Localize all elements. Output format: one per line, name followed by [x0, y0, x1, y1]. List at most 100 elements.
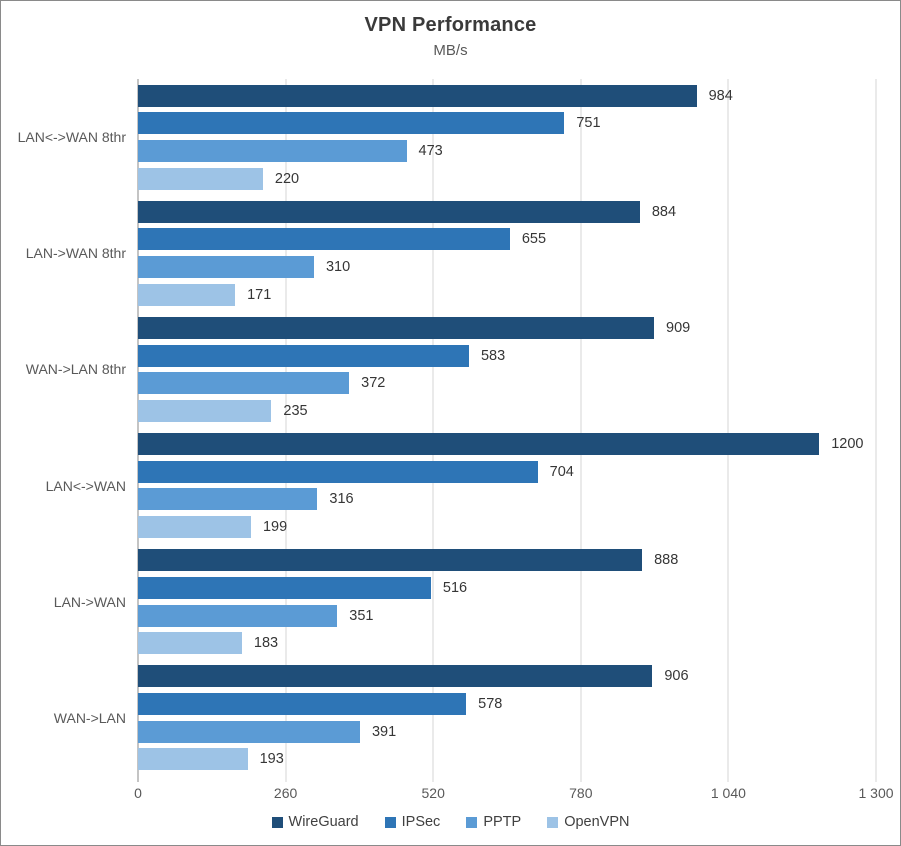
bar-wireguard: [138, 665, 653, 688]
legend-label: OpenVPN: [564, 814, 630, 830]
bar-row: 884: [138, 200, 876, 223]
legend-item-wireguard: WireGuard: [271, 814, 359, 830]
bar-row: 655: [138, 228, 876, 251]
bar-value-label: 751: [576, 115, 601, 132]
bar-row: 583: [138, 344, 876, 367]
bar-openvpn: [138, 283, 236, 306]
bar-group: 909 583 372 235: [138, 311, 876, 427]
x-tick-label: 1 300: [858, 785, 894, 801]
gridline: [580, 79, 582, 782]
bar-value-label: 473: [418, 142, 443, 159]
bar-row: 193: [138, 748, 876, 771]
bar-row: 171: [138, 283, 876, 306]
bar-value-label: 391: [371, 723, 397, 740]
bar-pptp: [138, 488, 318, 511]
value-axis: 0 260 520 780 1 040 1 300: [134, 785, 893, 803]
bar-openvpn: [138, 632, 242, 655]
plot-area: 984 751 473 220 884 655 310 171 909 583 372 235 1200…: [137, 79, 877, 782]
bar-openvpn: [138, 167, 263, 190]
bar-pptp: [138, 139, 407, 162]
gridline: [875, 79, 877, 782]
bar-value-label: 199: [262, 519, 288, 536]
y-axis-line: [137, 79, 139, 782]
gridline: [727, 79, 729, 782]
category-label: LAN->WAN: [53, 593, 126, 610]
bar-row: 1200: [138, 433, 876, 456]
bar-ipsec: [138, 460, 538, 483]
legend-swatch-icon: [547, 816, 559, 828]
bar-value-label: 220: [274, 170, 300, 187]
bar-row: 199: [138, 516, 876, 539]
legend-swatch-icon: [384, 816, 396, 828]
bar-groups: 984 751 473 220 884 655 310 171 909 583 372 235 1200…: [138, 79, 876, 776]
bar-value-label: 909: [666, 319, 691, 336]
chart-title: VPN Performance: [364, 14, 537, 36]
legend-label: WireGuard: [288, 814, 359, 830]
bar-pptp: [138, 604, 338, 627]
legend-item-openvpn: OpenVPN: [547, 814, 629, 830]
bar-row: 909: [138, 316, 876, 339]
category-label: LAN->WAN 8thr: [25, 245, 126, 262]
bar-ipsec: [138, 112, 565, 135]
x-tick-label: 0: [134, 785, 142, 801]
bar-value-label: 351: [349, 607, 374, 624]
bar-row: 183: [138, 632, 876, 655]
legend-item-pptp: PPTP: [466, 814, 521, 830]
bar-value-label: 171: [247, 286, 272, 303]
bar-value-label: 884: [651, 203, 677, 220]
bar-wireguard: [138, 316, 655, 339]
bar-row: 578: [138, 693, 876, 716]
bar-value-label: 516: [442, 579, 468, 596]
bar-group: 1200 704 316 199: [138, 428, 876, 544]
bar-wireguard: [138, 84, 697, 107]
bar-ipsec: [138, 228, 510, 251]
bar-pptp: [138, 720, 360, 743]
bar-pptp: [138, 372, 350, 395]
legend-label: IPSec: [401, 814, 441, 830]
bar-value-label: 888: [654, 552, 679, 569]
bar-pptp: [138, 256, 314, 279]
bar-ipsec: [138, 344, 469, 367]
bar-value-label: 906: [664, 668, 689, 685]
bar-row: 906: [138, 665, 876, 688]
bar-openvpn: [138, 748, 248, 771]
bar-value-label: 235: [283, 402, 308, 419]
category-label: LAN<->WAN: [45, 477, 126, 494]
bar-value-label: 578: [478, 696, 503, 713]
bar-row: 351: [138, 604, 876, 627]
legend-label: PPTP: [483, 814, 522, 830]
bar-row: 310: [138, 256, 876, 279]
bar-row: 391: [138, 720, 876, 743]
bar-value-label: 372: [361, 375, 386, 392]
bar-row: 372: [138, 372, 876, 395]
bar-value-label: 183: [253, 635, 279, 652]
legend-item-ipsec: IPSec: [384, 814, 441, 830]
legend-swatch-icon: [271, 816, 283, 828]
bar-value-label: 583: [480, 347, 506, 364]
bar-wireguard: [138, 549, 643, 572]
bar-row: 984: [138, 84, 876, 107]
bar-row: 316: [138, 488, 876, 511]
bar-row: 473: [138, 139, 876, 162]
bar-group: 984 751 473 220: [138, 79, 876, 195]
x-tick-label: 260: [273, 785, 298, 801]
bar-ipsec: [138, 693, 467, 716]
gridline: [285, 79, 287, 782]
bar-value-label: 655: [521, 231, 547, 248]
gridline: [432, 79, 434, 782]
bar-row: 220: [138, 167, 876, 190]
category-axis: LAN<->WAN 8thr LAN->WAN 8thr WAN->LAN 8thr…: [1, 79, 126, 776]
bar-group: 888 516 351 183: [138, 544, 876, 660]
category-label: WAN->LAN 8thr: [25, 361, 126, 378]
legend-swatch-icon: [466, 816, 478, 828]
x-tick-label: 520: [421, 785, 445, 801]
bar-value-label: 984: [708, 87, 733, 104]
bar-wireguard: [138, 433, 820, 456]
bar-row: 516: [138, 576, 876, 599]
bar-group: 884 655 310 171: [138, 195, 876, 311]
bar-value-label: 310: [325, 259, 351, 276]
bar-group: 906 578 391 193: [138, 660, 876, 776]
legend: WireGuard IPSec PPTP OpenVPN: [1, 814, 900, 830]
bar-ipsec: [138, 576, 431, 599]
